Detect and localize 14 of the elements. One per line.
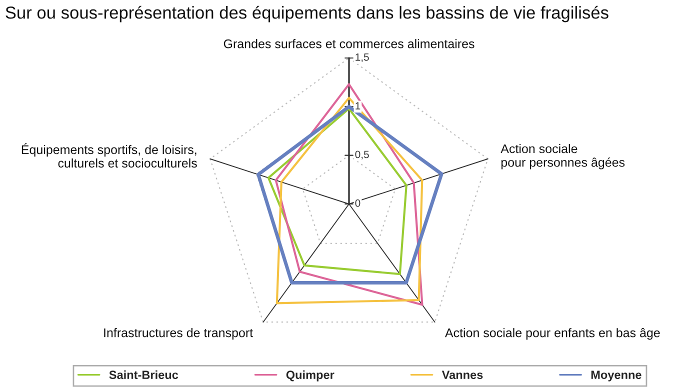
y-tick-label: 1 xyxy=(356,102,360,110)
spoke-label: Action sociale pour personnes âgées xyxy=(500,144,625,170)
y-tick-label: 1,5 xyxy=(356,54,369,62)
legend-label: Moyenne xyxy=(591,370,642,382)
legend-label: Quimper xyxy=(286,370,334,382)
spoke-label: Action sociale pour enfants en bas âge xyxy=(444,328,660,340)
y-tick-label: 0 xyxy=(355,199,360,207)
chart-title: Sur ou sous-représentation des équipements dans les bassins de vie fragilisés xyxy=(6,6,608,22)
legend-label: Saint-Brieuc xyxy=(109,370,178,380)
spoke-label: Grandes surfaces et commerces alimentaires xyxy=(224,39,474,48)
legend-label: Vannes xyxy=(442,370,483,380)
y-tick-label: 0,5 xyxy=(355,150,369,160)
spoke-label: Infrastructures de transport xyxy=(104,328,253,340)
spoke-label: Équipements sportifs, de loisirs, culturels et socioculturels xyxy=(22,143,197,168)
